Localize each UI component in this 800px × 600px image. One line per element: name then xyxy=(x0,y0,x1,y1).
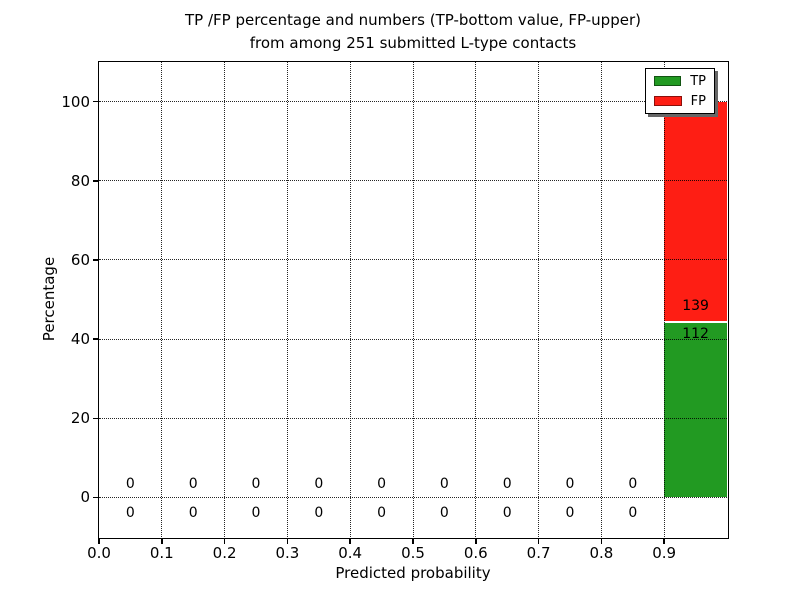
gridline-vertical xyxy=(349,62,351,537)
gridline-vertical xyxy=(412,62,414,537)
fp-legend-swatch xyxy=(654,96,682,106)
tp-count-label: 112 xyxy=(682,325,709,342)
x-tick-label: 0.5 xyxy=(401,544,425,562)
y-tick-label: 100 xyxy=(61,92,90,111)
legend-label: FP xyxy=(690,93,706,109)
y-tick-label: 40 xyxy=(70,330,90,349)
y-tick xyxy=(92,417,98,419)
fp-zero-count: 0 xyxy=(125,475,135,492)
tp-bar xyxy=(664,320,727,498)
x-tick-label: 0.0 xyxy=(87,544,111,562)
x-tick xyxy=(286,538,289,544)
x-tick xyxy=(537,538,540,544)
fp-zero-count: 0 xyxy=(377,475,387,492)
chart-title-line1: TP /FP percentage and numbers (TP-bottom… xyxy=(185,11,641,29)
tp-zero-count: 0 xyxy=(502,504,512,521)
x-tick-label: 0.4 xyxy=(338,544,363,562)
x-tick xyxy=(98,538,100,544)
tp-zero-count: 0 xyxy=(125,504,135,521)
y-tick xyxy=(92,496,98,499)
fp-zero-count: 0 xyxy=(628,475,638,492)
gridline-vertical xyxy=(224,62,226,537)
tp-zero-count: 0 xyxy=(251,504,261,521)
gridline-vertical xyxy=(161,62,163,537)
x-tick xyxy=(412,538,414,544)
y-tick xyxy=(92,180,98,182)
chart-title: TP /FP percentage and numbers (TP-bottom… xyxy=(99,9,727,55)
x-tick-label: 0.6 xyxy=(463,544,488,562)
gridline-horizontal xyxy=(99,496,727,498)
fp-zero-count: 0 xyxy=(314,475,324,492)
tp-zero-count: 0 xyxy=(565,504,575,521)
fp-zero-count: 0 xyxy=(565,475,575,492)
y-axis-label: Percentage xyxy=(40,256,58,342)
legend-entry-tp: TP xyxy=(654,75,706,88)
x-tick-label: 0.8 xyxy=(589,544,614,562)
x-axis-label: Predicted probability xyxy=(335,564,491,582)
fp-zero-count: 0 xyxy=(439,475,449,492)
x-tick-label: 0.2 xyxy=(212,544,237,562)
fp-zero-count: 0 xyxy=(251,475,261,492)
x-tick-label: 0.9 xyxy=(652,544,677,562)
plot-frame xyxy=(97,60,729,539)
fp-zero-count: 0 xyxy=(188,475,198,492)
y-tick-label: 60 xyxy=(70,250,90,269)
y-tick xyxy=(92,100,98,103)
y-tick-label: 20 xyxy=(70,409,90,428)
x-tick xyxy=(349,538,351,544)
x-tick xyxy=(161,538,163,544)
gridline-horizontal xyxy=(99,180,727,182)
legend-label: TP xyxy=(690,73,706,89)
tp-zero-count: 0 xyxy=(439,504,449,521)
gridline-vertical xyxy=(475,62,477,537)
y-tick xyxy=(92,259,98,261)
tp-zero-count: 0 xyxy=(628,504,638,521)
gridline-horizontal xyxy=(99,338,727,340)
tp-zero-count: 0 xyxy=(314,504,324,521)
gridline-vertical xyxy=(286,62,288,537)
gridline-horizontal xyxy=(99,101,727,103)
chart-title-line2: from among 251 submitted L-type contacts xyxy=(249,34,577,52)
x-tick xyxy=(663,538,665,544)
y-tick xyxy=(92,338,98,340)
gridline-vertical xyxy=(538,62,540,537)
fp-bar xyxy=(664,101,727,321)
legend-entry-fp: FP xyxy=(654,95,706,108)
tp-zero-count: 0 xyxy=(188,504,198,521)
x-tick xyxy=(600,538,603,544)
x-tick xyxy=(475,538,477,544)
fp-zero-count: 0 xyxy=(502,475,512,492)
x-tick-label: 0.1 xyxy=(149,544,174,562)
legend: TP FP xyxy=(645,68,715,114)
tp-zero-count: 0 xyxy=(377,504,387,521)
gridline-vertical xyxy=(600,62,602,537)
gridline-vertical xyxy=(663,62,665,537)
x-tick-label: 0.3 xyxy=(275,544,300,562)
x-tick xyxy=(223,538,226,544)
fp-count-label: 139 xyxy=(682,297,709,314)
x-tick-label: 0.7 xyxy=(526,544,551,562)
tp-legend-swatch xyxy=(654,76,682,86)
y-tick-label: 80 xyxy=(70,171,90,190)
gridline-horizontal xyxy=(99,417,727,419)
gridline-horizontal xyxy=(99,259,727,261)
y-tick-label: 0 xyxy=(80,488,90,507)
